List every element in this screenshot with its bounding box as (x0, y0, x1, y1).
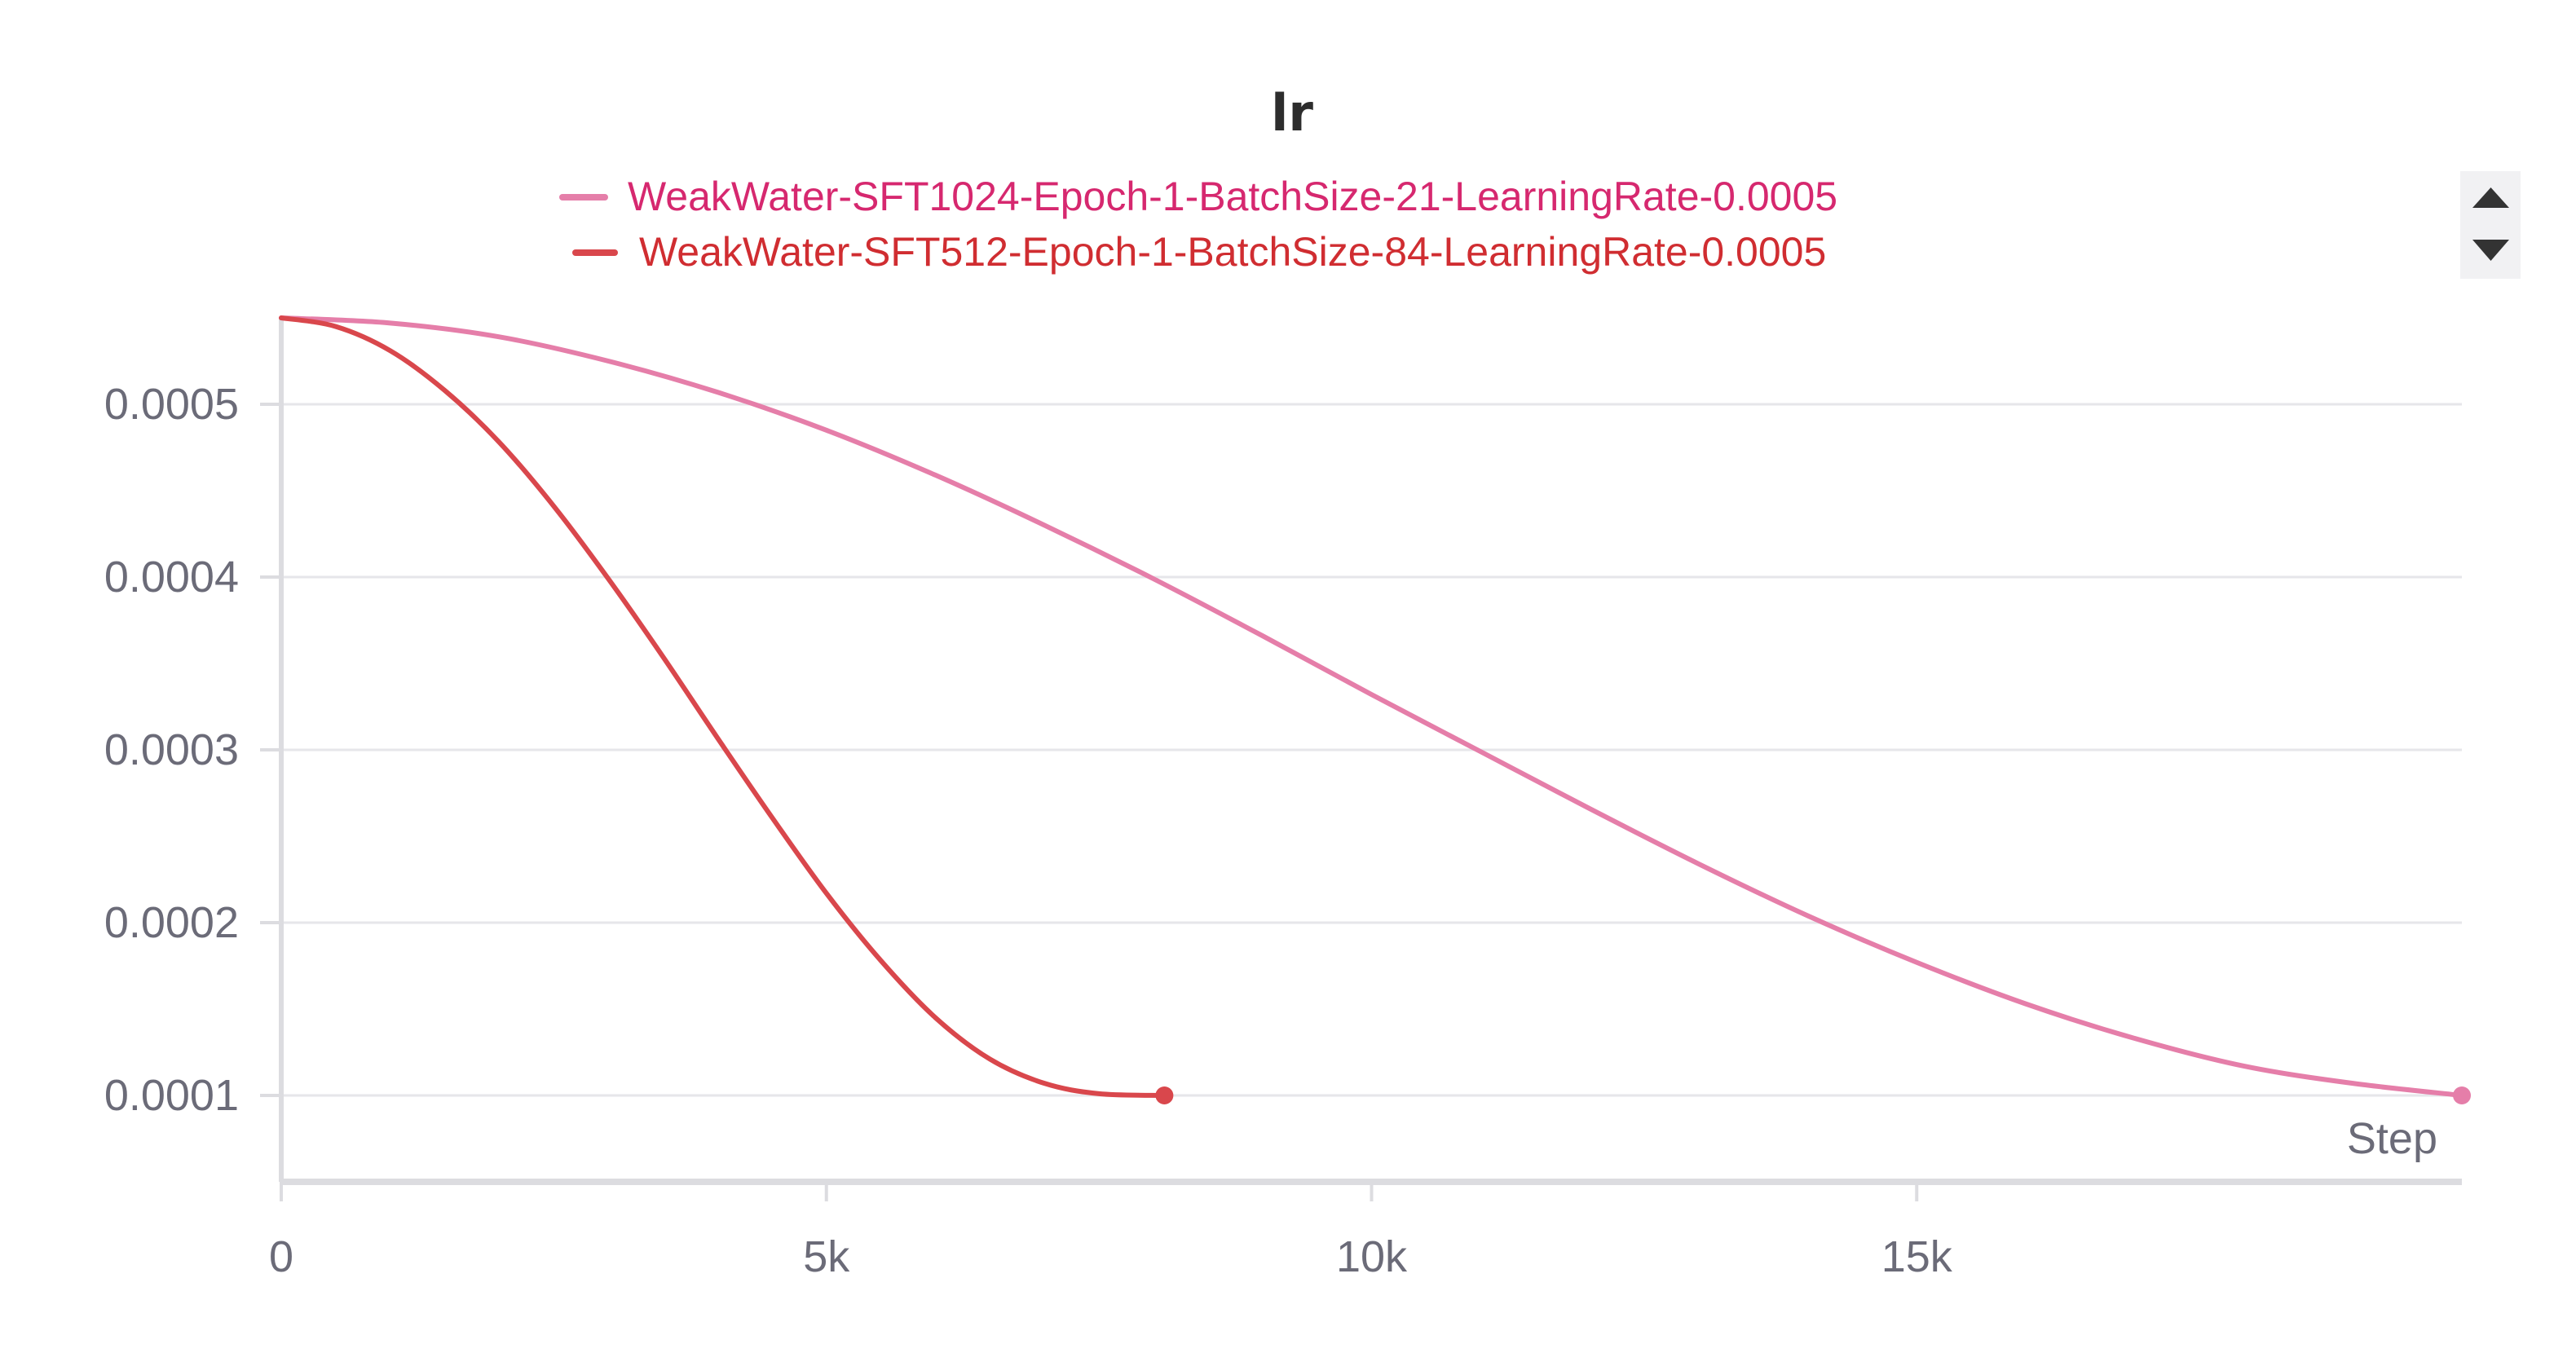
chart-title: lr (1271, 83, 1313, 143)
x-tick-label: 5k (803, 1232, 850, 1281)
gridlines (281, 403, 2462, 1097)
axes (260, 318, 2462, 1201)
series-endpoint-marker (2453, 1086, 2471, 1104)
legend-scroll-down-button[interactable] (2460, 228, 2521, 277)
series-layer (279, 315, 2471, 1104)
series-line (279, 315, 1167, 1098)
series-endpoint-marker (1155, 1086, 1174, 1104)
legend-label: WeakWater-SFT1024-Epoch-1-BatchSize-21-L… (628, 174, 1837, 219)
x-tick-label: 0 (269, 1232, 293, 1281)
legend: WeakWater-SFT1024-Epoch-1-BatchSize-21-L… (559, 174, 1837, 275)
y-tick-label: 0.0005 (104, 380, 239, 429)
legend-item[interactable]: WeakWater-SFT1024-Epoch-1-BatchSize-21-L… (559, 174, 1837, 219)
legend-scroll-control (2460, 171, 2521, 279)
x-axis-label: Step (2347, 1114, 2437, 1163)
y-tick-label: 0.0003 (104, 725, 239, 774)
y-tick-label: 0.0002 (104, 898, 239, 947)
legend-scroll-up-button[interactable] (2460, 173, 2521, 222)
y-tick-label: 0.0001 (104, 1071, 239, 1120)
legend-item[interactable]: WeakWater-SFT512-Epoch-1-BatchSize-84-Le… (572, 229, 1826, 275)
series-line (279, 315, 2464, 1098)
triangle-up-icon (2472, 187, 2509, 208)
tick-labels: 0.0001 0.0002 0.0003 0.0004 0.0005 0 5k 10k 15k (104, 380, 1953, 1281)
x-tick-label: 15k (1881, 1232, 1953, 1281)
legend-label: WeakWater-SFT512-Epoch-1-BatchSize-84-Le… (639, 229, 1826, 275)
y-tick-label: 0.0004 (104, 553, 239, 602)
triangle-down-icon (2472, 240, 2509, 261)
x-tick-label: 10k (1336, 1232, 1408, 1281)
